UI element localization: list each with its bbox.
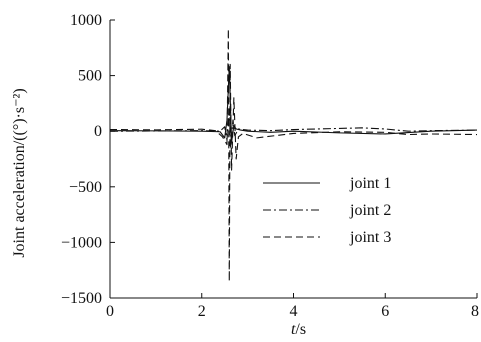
y-tick-label: −1000 <box>61 234 102 251</box>
y-tick-label: −1500 <box>61 290 102 307</box>
x-tick-label: 2 <box>198 303 206 320</box>
legend-label-joint-1: joint 1 <box>349 175 391 192</box>
legend-label-joint-2: joint 2 <box>349 202 391 219</box>
y-tick-label: 500 <box>78 68 102 85</box>
series-line-joint-1 <box>109 66 478 143</box>
x-axis-label-unit: /s <box>295 321 306 338</box>
y-tick-label: 1000 <box>70 12 102 29</box>
series-line-joint-3 <box>109 28 478 282</box>
y-tick-label: 0 <box>94 123 102 140</box>
y-axis-label: Joint acceleration/((°)·s⁻²) <box>11 88 28 257</box>
x-tick-label: 8 <box>471 303 479 320</box>
y-ticks: 1000 500 0 −500 −1000 −1500 <box>61 12 115 307</box>
x-axis-label: t/s <box>291 321 306 338</box>
legend-label-joint-3: joint 3 <box>349 229 391 246</box>
x-tick-label: 4 <box>290 303 298 320</box>
x-tick-label: 6 <box>381 303 389 320</box>
x-ticks: 0 2 4 6 8 <box>106 293 479 320</box>
legend: joint 1 joint 2 joint 3 <box>263 175 391 246</box>
x-tick-label: 0 <box>106 303 114 320</box>
plot-frame <box>109 20 477 299</box>
series-group <box>109 28 478 282</box>
y-tick-label: −500 <box>69 179 102 196</box>
x-axis-label-var: t <box>291 321 296 338</box>
series-line-joint-2 <box>109 108 478 149</box>
